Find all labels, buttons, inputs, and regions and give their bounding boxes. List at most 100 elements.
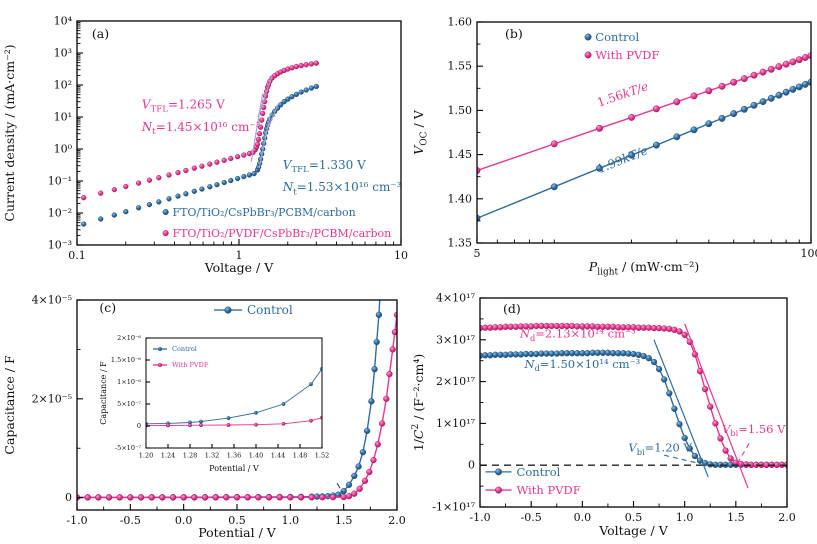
dashed-reference-line	[737, 443, 750, 463]
svg-text:1×10¹⁷: 1×10¹⁷	[436, 417, 476, 430]
svg-text:100: 100	[801, 247, 817, 260]
svg-text:1.0: 1.0	[676, 511, 694, 524]
svg-text:10⁻¹: 10⁻¹	[48, 175, 72, 188]
svg-text:10¹: 10¹	[54, 111, 72, 124]
svg-text:1.45: 1.45	[448, 148, 473, 161]
legend-marker-icon	[224, 306, 232, 314]
svg-text:-1.0: -1.0	[66, 514, 87, 527]
svg-text:10⁻²: 10⁻²	[48, 207, 72, 220]
legend-marker-icon	[157, 346, 163, 352]
svg-text:1.28: 1.28	[183, 452, 197, 460]
fit-line	[684, 323, 749, 489]
plot-series	[480, 322, 787, 468]
legend: Control With PVDF	[153, 345, 209, 369]
svg-text:1.40: 1.40	[249, 452, 263, 460]
svg-text:Capacitance / F: Capacitance / F	[2, 355, 17, 455]
svg-text:10⁰: 10⁰	[54, 143, 73, 156]
svg-text:Current density / (mA·cm⁻²): Current density / (mA·cm⁻²)	[2, 44, 17, 221]
svg-text:4×10⁻⁵: 4×10⁻⁵	[32, 294, 72, 307]
svg-text:0: 0	[137, 422, 141, 430]
svg-text:5: 5	[474, 247, 481, 260]
axes: -1.0 -0.5 0.0 0.5 1.0 1.5 2.0 0 2×10⁻⁵ 4×10⁻⁵ Pote…	[2, 294, 406, 540]
legend-marker-icon	[162, 209, 169, 216]
svg-text:2.0: 2.0	[778, 511, 796, 524]
fit-line	[653, 339, 709, 478]
svg-text:10²: 10²	[54, 79, 72, 92]
svg-text:(c): (c)	[99, 300, 116, 315]
svg-text:10⁻³: 10⁻³	[48, 239, 72, 252]
svg-text:1.50: 1.50	[448, 104, 473, 117]
svg-text:5×10⁻⁷: 5×10⁻⁷	[117, 400, 141, 408]
fit-line	[250, 93, 264, 162]
svg-text:1.5: 1.5	[727, 511, 745, 524]
svg-text:-5×10⁻⁷: -5×10⁻⁷	[115, 444, 141, 452]
svg-text:Vbi=1.20 V: Vbi=1.20 V	[628, 441, 692, 457]
svg-text:FTO/TiO₂/PVDF/CsPbBr₃/PCBM/car: FTO/TiO₂/PVDF/CsPbBr₃/PCBM/carbon	[172, 227, 391, 240]
fit-line	[264, 103, 279, 135]
svg-text:(b): (b)	[505, 26, 523, 41]
panel-b-voc-light-intensity-chart: 5 100 1.35 1.40 1.45 1.50 1.55 1.60 Plight / (mW…	[411, 16, 817, 278]
plot-series	[477, 52, 811, 222]
plot-series	[81, 60, 319, 227]
svg-text:-1×10¹⁷: -1×10¹⁷	[432, 501, 475, 514]
svg-text:(a): (a)	[92, 26, 109, 41]
svg-text:0.0: 0.0	[175, 514, 193, 527]
svg-text:1/C2 / (F⁻²·cm⁴): 1/C2 / (F⁻²·cm⁴)	[411, 354, 426, 452]
svg-text:-0.5: -0.5	[120, 514, 141, 527]
svg-text:1.5×10⁻⁶: 1.5×10⁻⁶	[111, 356, 141, 364]
svg-text:0.0: 0.0	[574, 511, 592, 524]
svg-text:VTFL=1.265 V: VTFL=1.265 V	[142, 97, 225, 114]
legend-marker-icon	[584, 51, 592, 59]
svg-text:10⁴: 10⁴	[54, 15, 73, 28]
axes: 5 100 1.35 1.40 1.45 1.50 1.55 1.60 Plight / (mW…	[411, 16, 817, 278]
svg-text:(d): (d)	[503, 301, 521, 316]
svg-text:Potential / V: Potential / V	[198, 525, 277, 540]
svg-text:Voltage / V: Voltage / V	[598, 523, 668, 538]
svg-text:Nd=2.13×10¹⁴ cm⁻³: Nd=2.13×10¹⁴ cm⁻³	[519, 327, 636, 343]
fit-line	[258, 114, 271, 169]
axes: 0.1 1 10 10⁻³ 10⁻² 10⁻¹ 10⁰ 10¹ 10² 10³ 10⁴ Voltage…	[2, 15, 408, 275]
legend-marker-icon	[495, 468, 502, 476]
svg-text:Vbi=1.56 V: Vbi=1.56 V	[722, 422, 786, 438]
series-control	[477, 78, 811, 222]
panel-a-sclc-jv-chart: 0.1 1 10 10⁻³ 10⁻² 10⁻¹ 10⁰ 10¹ 10² 10³ 10⁴ Voltage…	[2, 15, 408, 275]
svg-text:Voltage / V: Voltage / V	[204, 260, 274, 275]
svg-text:Potential / V: Potential / V	[209, 464, 259, 473]
svg-text:-1.0: -1.0	[469, 511, 490, 524]
svg-text:1.44: 1.44	[271, 452, 285, 460]
series-fto-tio-pvdf-cspbbr-pcbm-carbon	[81, 60, 319, 201]
svg-text:1.40: 1.40	[448, 192, 473, 205]
svg-text:10³: 10³	[54, 47, 72, 60]
legend-marker-icon	[157, 362, 163, 367]
svg-text:Nt=1.45×10¹⁶ cm⁻³: Nt=1.45×10¹⁶ cm⁻³	[141, 120, 261, 137]
svg-text:2×10⁻⁶: 2×10⁻⁶	[117, 334, 141, 342]
svg-text:1: 1	[236, 249, 243, 262]
svg-text:1.5: 1.5	[335, 514, 353, 527]
plot-series	[146, 366, 322, 428]
svg-text:4×10¹⁷: 4×10¹⁷	[436, 292, 476, 305]
svg-text:1.48: 1.48	[293, 452, 307, 460]
svg-text:3×10¹⁷: 3×10¹⁷	[436, 333, 476, 346]
svg-text:1×10⁻⁶: 1×10⁻⁶	[117, 378, 141, 386]
svg-text:Capacitance / F: Capacitance / F	[99, 361, 108, 425]
svg-text:Nd=1.50×10¹⁴ cm⁻³: Nd=1.50×10¹⁴ cm⁻³	[524, 357, 641, 373]
legend-marker-icon	[495, 486, 502, 494]
svg-text:1.32: 1.32	[205, 452, 219, 460]
svg-text:0.1: 0.1	[68, 249, 86, 262]
svg-text:1.60: 1.60	[448, 16, 473, 29]
svg-text:1.20: 1.20	[139, 452, 153, 460]
series-with-pvdf	[477, 52, 811, 174]
svg-text:1.56kT/e: 1.56kT/e	[595, 79, 650, 110]
svg-text:-0.5: -0.5	[521, 511, 542, 524]
svg-text:1.35: 1.35	[448, 237, 473, 250]
legend-marker-icon	[162, 230, 169, 237]
svg-text:0.5: 0.5	[228, 514, 246, 527]
svg-text:Control: Control	[247, 303, 293, 317]
svg-text:1.24: 1.24	[161, 452, 175, 460]
svg-text:0.5: 0.5	[625, 511, 643, 524]
axes: 1.20 1.24 1.28 1.32 1.36 1.40 1.44 1.48 1.52 -5×1…	[99, 334, 329, 473]
svg-text:Plight / (mW·cm⁻²): Plight / (mW·cm⁻²)	[588, 259, 699, 278]
legend: Control With PVDF	[584, 30, 660, 62]
svg-text:VOC / V: VOC / V	[411, 109, 430, 154]
